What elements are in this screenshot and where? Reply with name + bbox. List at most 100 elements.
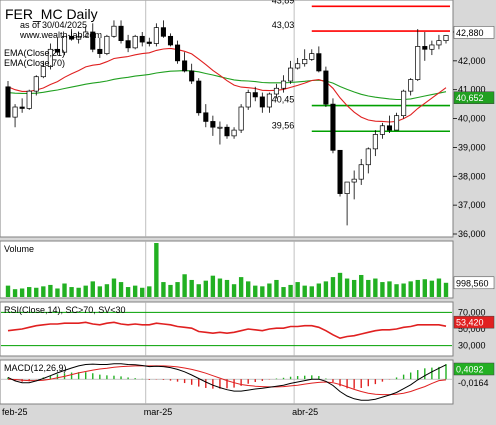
volume-bar (224, 279, 230, 297)
candle-body (118, 25, 124, 41)
volume-bar (140, 287, 145, 297)
candle-body (76, 35, 82, 40)
candle (83, 26, 89, 38)
price-panel (0, 0, 454, 238)
rsi-line (1, 311, 452, 347)
candle-body (90, 31, 96, 50)
volume-bar (175, 282, 180, 297)
date-label: feb-25 (2, 407, 28, 417)
macd-tag: 0,4092 (453, 362, 495, 376)
candle-body (309, 53, 315, 60)
candle (344, 181, 350, 226)
candle-body (210, 121, 216, 128)
ema70-line (7, 70, 447, 101)
candle (330, 98, 336, 154)
price-axis: 43,00042,00041,00040,00039,00038,00037,0… (453, 26, 495, 239)
volume-bar (48, 284, 53, 297)
candle (97, 37, 103, 58)
date-label: mar-25 (144, 407, 173, 417)
candle-body (372, 134, 378, 150)
candle (259, 92, 265, 113)
candle-body (189, 70, 195, 82)
volume-bar (132, 285, 138, 297)
volume-bar (436, 278, 442, 297)
candle-body (26, 90, 32, 109)
candle-body (33, 76, 39, 92)
macd-lines (1, 363, 452, 401)
candle (401, 89, 407, 119)
volume-bar (111, 278, 117, 297)
candle-body (132, 35, 138, 49)
volume-bar (83, 285, 88, 297)
candle (90, 23, 96, 53)
volume-bar (125, 287, 131, 297)
candle-body (47, 48, 53, 67)
candle (69, 29, 75, 41)
candle-body (408, 79, 414, 92)
candle-body (97, 48, 103, 54)
volume-bar (351, 279, 357, 297)
candle-body (394, 115, 400, 131)
candle (132, 34, 138, 50)
candle-body (203, 112, 209, 122)
candle-body (429, 44, 435, 50)
rsi-tick-label: 70,000 (458, 307, 486, 317)
volume-bar (210, 275, 216, 297)
candle-body (160, 27, 166, 37)
volume-tag-text: 998,560 (456, 278, 489, 288)
candle-body (436, 40, 442, 46)
volume-bar (260, 286, 265, 297)
candle-body (386, 125, 393, 131)
volume-bar (274, 279, 279, 297)
volume-bar (217, 278, 223, 297)
signal-value-label: -0,0164 (458, 378, 489, 388)
candle-body (379, 125, 385, 135)
candle (288, 60, 294, 84)
candle-body (40, 66, 46, 78)
volume-bar (309, 286, 314, 297)
volume-bar (154, 243, 159, 297)
volume-bar (302, 285, 307, 297)
volume-bar (267, 283, 272, 297)
candle (358, 158, 364, 185)
candle-body (295, 63, 301, 69)
volume-bar (288, 284, 293, 297)
rsi-tag: 53,420 (453, 315, 495, 329)
candle (40, 60, 46, 79)
candle (443, 34, 449, 44)
chart-title: FER_MC Daily (5, 6, 98, 22)
volume-bar (19, 288, 25, 297)
volume-bar (41, 286, 46, 297)
candle (238, 104, 244, 133)
candle (351, 170, 357, 200)
candle-body (358, 164, 364, 180)
volume-bar (323, 281, 329, 297)
candle (54, 37, 60, 56)
candle (76, 31, 82, 44)
candle (316, 46, 322, 73)
candle-body (12, 106, 18, 118)
candle-body (337, 149, 343, 194)
candle-body (415, 46, 421, 80)
price-tick-label: 42,000 (458, 56, 486, 66)
candle (386, 115, 393, 133)
candle (436, 34, 442, 50)
ema21-line (7, 47, 447, 123)
site-url: www.wealth-lab.com (19, 30, 102, 40)
candle (379, 122, 385, 139)
last-price-tag-text: 42,880 (456, 28, 484, 38)
legend-ema70: EMA(Close,70) (4, 58, 65, 68)
candle (415, 29, 421, 82)
date-label: abr-25 (292, 407, 318, 417)
volume-bar (55, 288, 60, 297)
candle-body (259, 96, 265, 108)
candle-body (422, 46, 428, 50)
candle (302, 49, 308, 67)
candle (224, 124, 230, 139)
candle (175, 40, 181, 64)
volume-bar (330, 277, 336, 297)
volume-bar (387, 281, 392, 297)
macd-axis: 0,4092 -0,0164 (453, 362, 495, 388)
volume-bar (401, 283, 406, 297)
